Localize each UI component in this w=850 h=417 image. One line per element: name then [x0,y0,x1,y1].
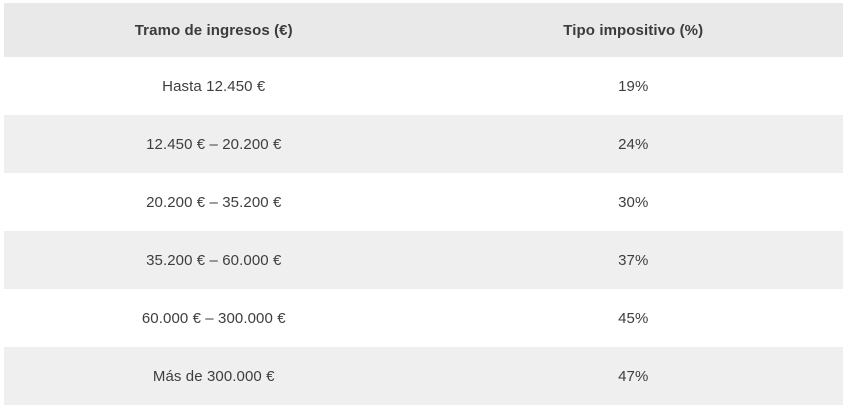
column-header-income-bracket: Tramo de ingresos (€) [134,21,293,39]
tax-rate-cell: 45% [618,309,649,327]
tax-rate-cell: 37% [618,251,649,269]
tax-rate-cell: 47% [618,367,649,385]
tax-rate-cell: 24% [618,135,649,153]
table-row: 20.200 € – 35.200 € 30% [4,173,843,231]
table-header: Tramo de ingresos (€) Tipo impositivo (%… [4,3,843,57]
table-header-row: Tramo de ingresos (€) Tipo impositivo (%… [4,3,843,57]
income-bracket-cell: 20.200 € – 35.200 € [146,193,282,211]
table-row: Más de 300.000 € 47% [4,347,843,405]
table-body: Hasta 12.450 € 19% 12.450 € – 20.200 € 2… [4,57,843,405]
table-row: 60.000 € – 300.000 € 45% [4,289,843,347]
income-bracket-cell: 60.000 € – 300.000 € [141,309,286,327]
table-row: 35.200 € – 60.000 € 37% [4,231,843,289]
income-bracket-cell: 35.200 € – 60.000 € [146,251,282,269]
column-header-tax-rate: Tipo impositivo (%) [563,21,704,39]
income-bracket-cell: Más de 300.000 € [152,367,275,385]
tax-rate-cell: 30% [618,193,649,211]
tax-brackets-table: Tramo de ingresos (€) Tipo impositivo (%… [4,3,843,405]
income-bracket-cell: Hasta 12.450 € [162,77,266,95]
table-row: Hasta 12.450 € 19% [4,57,843,115]
income-bracket-cell: 12.450 € – 20.200 € [146,135,282,153]
tax-rate-cell: 19% [618,77,649,95]
table-row: 12.450 € – 20.200 € 24% [4,115,843,173]
